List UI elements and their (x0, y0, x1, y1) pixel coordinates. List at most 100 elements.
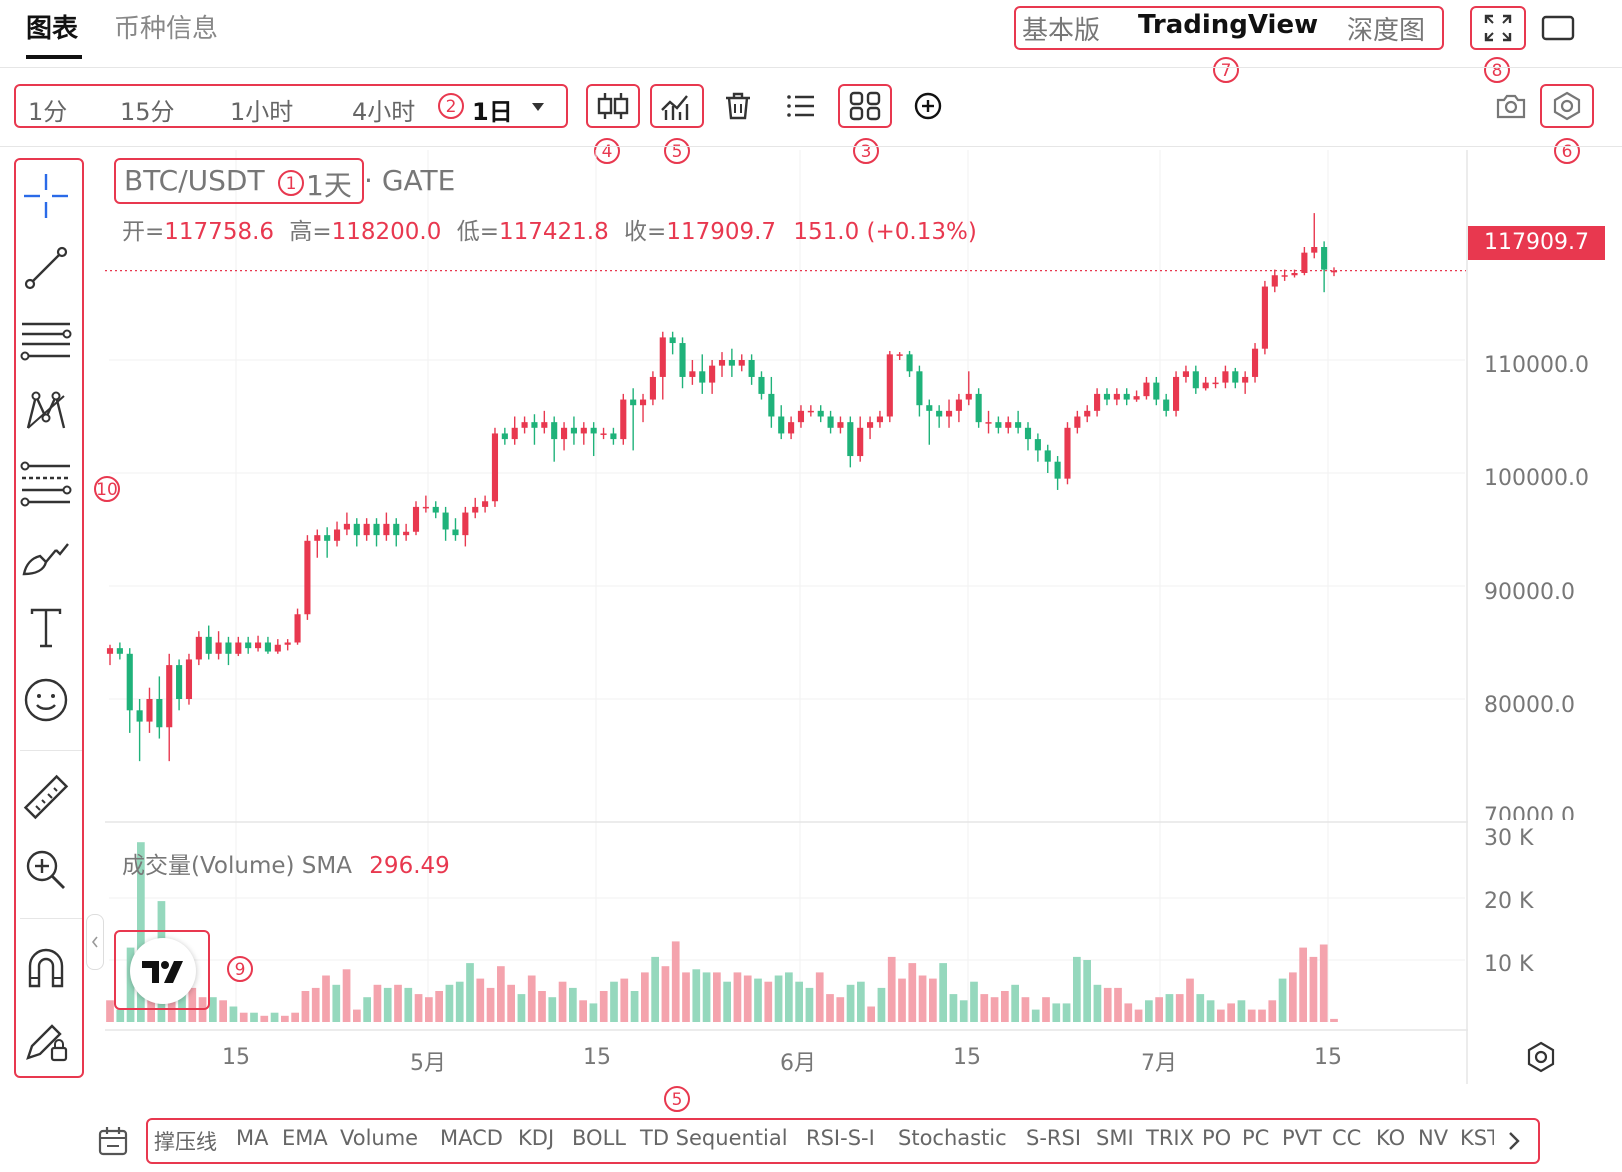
timeframe-1d[interactable]: 1日 (472, 98, 513, 126)
toolbar-separator-1 (20, 750, 82, 751)
volume-bar (599, 991, 608, 1022)
candle-body (837, 422, 844, 428)
indicator-bar-box (146, 1118, 1540, 1164)
indicator-stochastic[interactable]: Stochastic (898, 1126, 1007, 1150)
marker-3: 3 (853, 138, 879, 164)
indicator-ma[interactable]: MA (236, 1126, 269, 1150)
camera-icon[interactable] (1494, 90, 1528, 122)
candlestick-icon[interactable] (593, 90, 633, 122)
indicator-smi[interactable]: SMI (1096, 1126, 1134, 1150)
zoom-tool[interactable] (20, 844, 72, 896)
volume-bar (1155, 997, 1163, 1022)
ruler-tool[interactable] (20, 772, 72, 824)
indicator-po[interactable]: PO (1202, 1126, 1232, 1150)
marker-1: 1 (278, 170, 304, 196)
indicator-s-rsi[interactable]: S-RSI (1026, 1126, 1082, 1150)
candle-body (857, 427, 864, 457)
trendline-tool[interactable] (20, 242, 72, 294)
indicator-td-sequential[interactable]: TD Sequential (640, 1126, 788, 1150)
marker-8: 8 (1484, 57, 1510, 83)
trash-icon[interactable] (721, 90, 755, 122)
indicator-ema[interactable]: EMA (282, 1126, 328, 1150)
volume-bar (887, 956, 896, 1022)
candle-body (955, 399, 962, 411)
layout-grid-icon[interactable] (848, 90, 882, 122)
candle-body (511, 427, 518, 440)
indicator-pc[interactable]: PC (1242, 1126, 1270, 1150)
high-value: 118200.0 (331, 219, 442, 245)
candle-body (1301, 252, 1308, 273)
indicator-pvt[interactable]: PVT (1282, 1126, 1322, 1150)
candle-body (738, 360, 745, 366)
indicator-kdj[interactable]: KDJ (518, 1126, 555, 1150)
tradingview-logo[interactable] (130, 938, 196, 1004)
volume-bar (291, 1012, 299, 1022)
indicator-macd[interactable]: MACD (440, 1126, 503, 1150)
zoom-in-icon (26, 850, 65, 889)
magnet-tool[interactable] (20, 942, 72, 994)
indicator-volume[interactable]: Volume (340, 1126, 419, 1150)
volume-bar (815, 972, 824, 1022)
candle-body (1182, 371, 1189, 377)
volume-bar (270, 1012, 279, 1022)
candle-body (442, 512, 449, 530)
crosshair-icon (24, 174, 68, 218)
volume-sma-value: 296.49 (369, 853, 450, 879)
candle-body (235, 642, 242, 654)
version-basic[interactable]: 基本版 (1022, 16, 1101, 46)
timeframe-1h[interactable]: 1小时 (230, 98, 294, 126)
brush-tool[interactable] (20, 530, 72, 582)
settings-gear-icon[interactable] (1550, 90, 1584, 122)
parallel-lines-tool[interactable] (20, 314, 72, 366)
candle-body (896, 354, 903, 356)
tab-coin-info[interactable]: 币种信息 (114, 14, 219, 44)
crosshair-tool[interactable] (20, 170, 72, 222)
indicator-rsi-s-i[interactable]: RSI-S-I (806, 1126, 875, 1150)
indicator-cc[interactable]: CC (1332, 1126, 1362, 1150)
fib-tool[interactable] (20, 458, 72, 510)
candle-body (580, 427, 587, 434)
chevron-right-icon[interactable] (1502, 1128, 1526, 1154)
candle-body (699, 371, 706, 383)
candle-body (166, 665, 173, 728)
time-tick: 5月 (410, 1051, 446, 1076)
axis-settings-icon[interactable] (1524, 1040, 1558, 1074)
volume-bar (209, 997, 217, 1022)
candle-body (659, 337, 666, 377)
candle-body (1192, 371, 1199, 389)
volume-bar (1237, 1000, 1246, 1022)
collapse-toolbar-handle[interactable] (86, 914, 104, 970)
timeframe-15m[interactable]: 15分 (120, 98, 175, 126)
indicator-trix[interactable]: TRIX (1146, 1126, 1194, 1150)
lock-drawing-tool[interactable] (20, 1014, 72, 1066)
add-circle-icon[interactable] (912, 90, 944, 122)
tab-chart[interactable]: 图表 (26, 14, 79, 44)
chevron-down-icon[interactable] (530, 100, 546, 114)
text-tool[interactable] (20, 602, 72, 654)
indicator-icon[interactable] (658, 90, 696, 122)
timeframe-4h[interactable]: 4小时 (352, 98, 416, 126)
volume-bar (867, 1006, 875, 1022)
candle-body (363, 523, 370, 536)
pattern-tool[interactable] (20, 386, 72, 438)
indicator-nv[interactable]: NV (1418, 1126, 1449, 1150)
symbol-name: BTC/USDT (124, 164, 265, 197)
fullscreen-icon[interactable] (1482, 12, 1514, 44)
marker-5-top: 5 (664, 138, 690, 164)
indicator-kst[interactable]: KST (1460, 1126, 1494, 1150)
indicator-support[interactable]: 撑压线 (154, 1130, 217, 1154)
version-tradingview[interactable]: TradingView (1138, 10, 1319, 40)
open-value: 117758.6 (164, 219, 275, 245)
emoji-tool[interactable] (20, 674, 72, 726)
volume-bar (363, 997, 371, 1022)
window-icon[interactable] (1540, 12, 1576, 44)
volume-bar (1165, 994, 1174, 1022)
list-icon[interactable] (784, 90, 818, 122)
top-divider (0, 67, 1622, 68)
indicator-ko[interactable]: KO (1376, 1126, 1406, 1150)
price-tick: 90000.0 (1484, 580, 1575, 605)
indicator-boll[interactable]: BOLL (572, 1126, 626, 1150)
calendar-icon[interactable] (96, 1124, 130, 1158)
version-depth[interactable]: 深度图 (1347, 16, 1426, 46)
timeframe-1m[interactable]: 1分 (28, 98, 68, 126)
